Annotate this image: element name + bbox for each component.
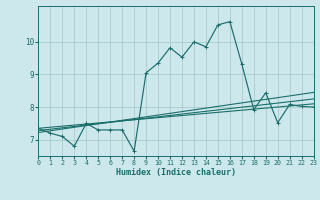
- X-axis label: Humidex (Indice chaleur): Humidex (Indice chaleur): [116, 168, 236, 177]
